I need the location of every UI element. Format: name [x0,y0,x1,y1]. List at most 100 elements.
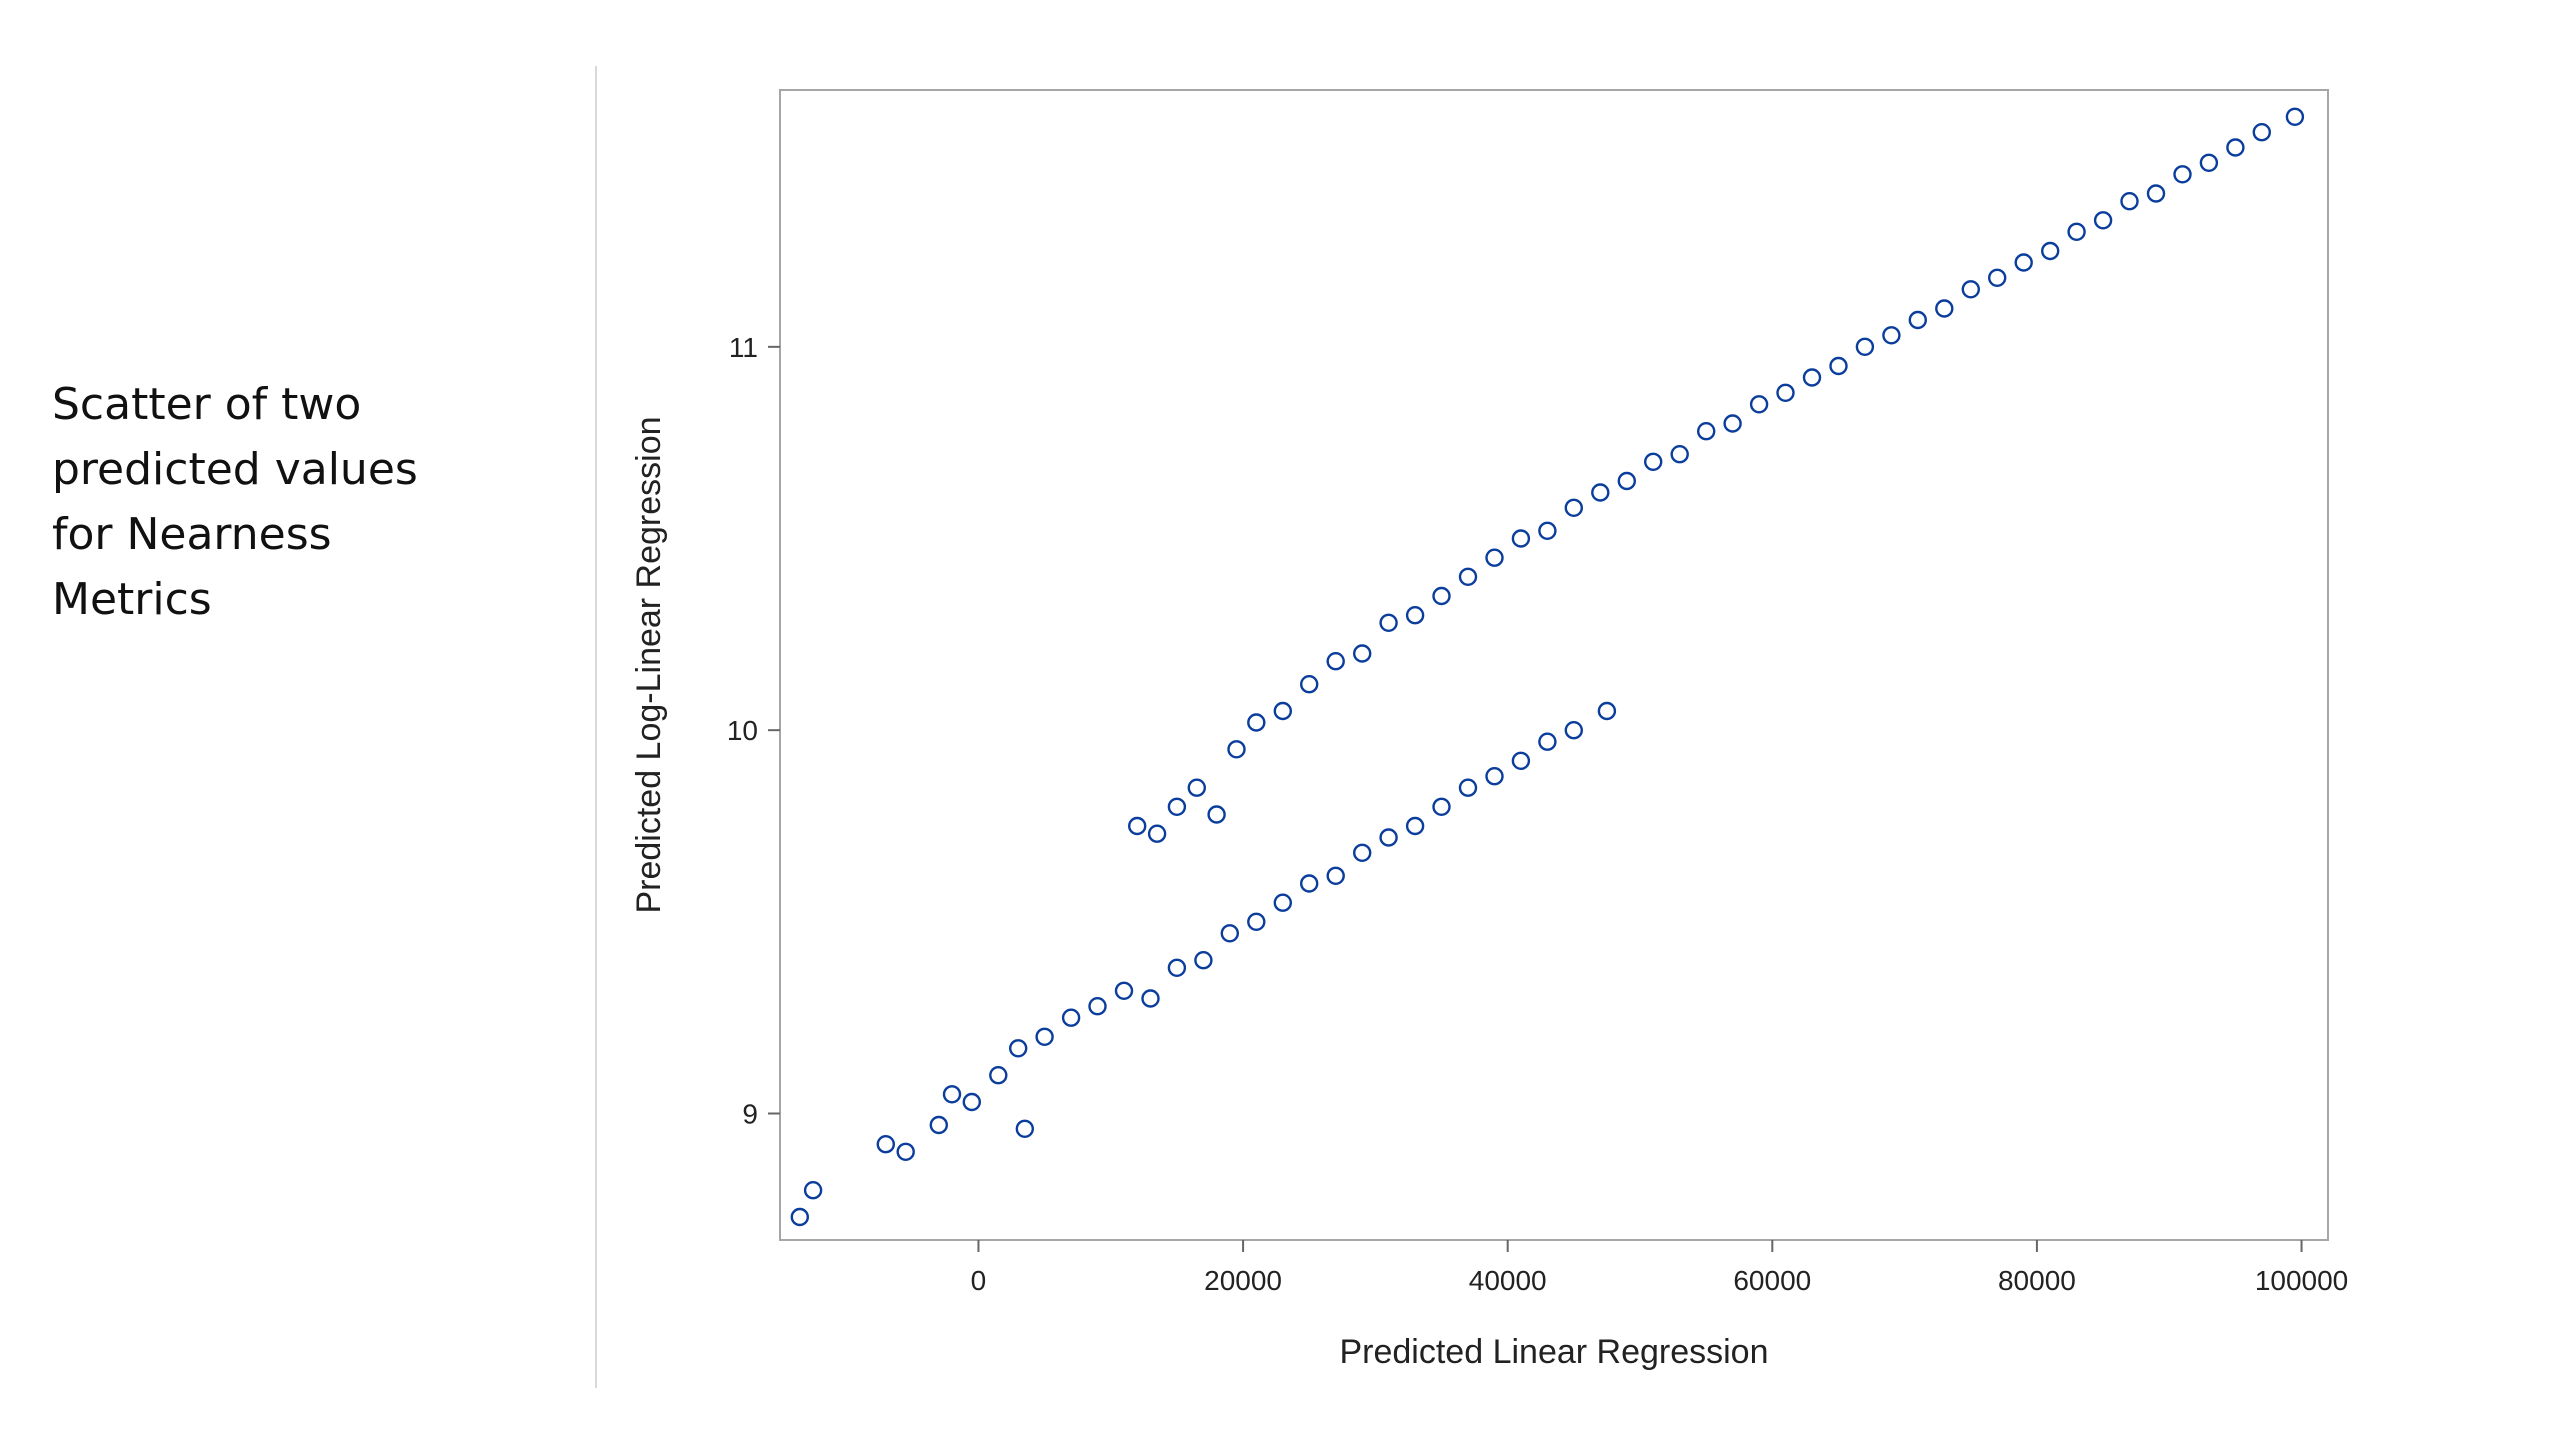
caption-line-3: for Nearness [52,509,332,560]
scatter-point-upper [2093,211,2113,230]
scatter-point-upper [1670,445,1689,464]
vertical-divider [595,66,597,1388]
scatter-point-upper [1352,644,1372,663]
scatter-point-lower [1432,797,1451,816]
scatter-point-upper [1167,797,1187,816]
y-axis-label: Predicted Log-Linear Regression [630,416,668,913]
scatter-point-lower [1597,701,1617,721]
y-tick-label: 11 [729,332,758,363]
scatter-point-upper [1127,816,1147,836]
scatter-point-upper [2014,253,2033,272]
scatter-point-lower [962,1092,981,1112]
scatter-point-lower [1405,816,1425,836]
scatter-point-upper [2226,138,2245,157]
scatter-point-lower [1273,893,1293,912]
caption-line-2: predicted values [52,444,418,495]
plot-frame [779,89,2329,1241]
caption-line-4: Metrics [52,574,212,625]
scatter-points [790,107,2305,1227]
scatter-point-lower [1114,981,1134,1000]
scatter-point-upper [1379,613,1398,632]
scatter-point-upper [1961,280,1981,299]
x-axis-label: Predicted Linear Regression [1339,1333,1768,1371]
scatter-point-upper [1187,778,1207,797]
scatter-point-upper [1485,548,1504,567]
y-tick-label: 9 [742,1099,758,1130]
scatter-point-upper [1207,805,1226,824]
scatter-point-upper [1829,356,1848,376]
scatter-point-lower [1061,1008,1081,1027]
scatter-point-upper [1326,652,1345,671]
scatter-point-upper [1696,422,1716,441]
scatter-point-upper [2252,122,2272,142]
scatter-point-lower [1194,951,1213,970]
scatter-point-lower [1538,732,1557,751]
x-tick-label: 40000 [1469,1265,1547,1296]
scatter-point-upper [1855,337,1875,356]
scatter-point-upper [1247,713,1266,732]
x-axis: 0 20000 40000 60000 80000 100000 [971,1240,2348,1296]
scatter-point-lower [1511,751,1531,770]
scatter-point-lower [1167,958,1187,977]
x-tick-label: 60000 [1733,1265,1811,1296]
scatter-point-upper [1935,299,1954,318]
x-tick-label: 0 [971,1265,987,1296]
scatter-point-lower [790,1207,809,1227]
scatter-point-lower [942,1085,962,1104]
scatter-point-upper [1591,483,1610,502]
scatter-point-upper [2173,165,2192,184]
x-tick-label: 80000 [1998,1265,2076,1296]
scatter-point-upper [1147,824,1167,843]
scatter-point-lower [1379,828,1398,847]
y-axis: 9 10 11 [727,332,780,1130]
scatter-point-upper [1882,326,1901,345]
scatter-point-upper [1538,521,1557,540]
scatter-point-upper [1564,498,1584,517]
scatter-point-lower [1247,912,1266,931]
x-tick-label: 20000 [1204,1265,1282,1296]
scatter-point-lower [1326,866,1345,885]
scatter-point-lower [1564,721,1584,740]
scatter-point-upper [1987,268,2007,287]
scatter-point-upper [1511,529,1531,548]
scatter-point-upper [2120,191,2139,211]
scatter-point-upper [1458,567,1478,586]
scatter-point-upper [2040,241,2060,261]
scatter-point-upper [2199,153,2219,173]
x-tick-label: 100000 [2255,1265,2348,1296]
scatter-point-lower [1015,1119,1035,1139]
slide-caption: Scatter of two predicted values for Near… [52,372,472,632]
scatter-point-lower [1352,843,1372,862]
scatter-point-lower [1299,874,1319,893]
scatter-point-upper [1299,675,1319,694]
scatter-point-lower [929,1115,948,1135]
caption-line-1: Scatter of two [52,379,362,430]
scatter-point-lower [1458,778,1478,797]
scatter-point-upper [2285,107,2305,127]
scatter-point-lower [1009,1039,1028,1058]
scatter-point-upper [1908,310,1928,330]
scatter-point-upper [1776,383,1795,402]
scatter-point-lower [1035,1027,1054,1047]
scatter-point-lower [1485,767,1504,786]
scatter-point-upper [1643,452,1663,471]
scatter-point-upper [1405,606,1425,625]
scatter-point-upper [2067,222,2086,242]
scatter-point-upper [1227,740,1246,759]
scatter-point-upper [1802,368,1822,387]
scatter-point-upper [1617,471,1637,491]
scatter-point-lower [896,1142,915,1162]
y-tick-label: 10 [727,715,758,746]
scatter-point-upper [1273,701,1293,721]
scatter-point-lower [876,1134,895,1154]
scatter-point-lower [989,1065,1008,1085]
scatter-point-lower [1220,924,1240,943]
scatter-point-upper [2146,184,2166,203]
scatter-point-upper [1723,414,1742,433]
scatter-point-lower [803,1180,823,1200]
scatter-point-upper [1432,586,1451,606]
scatter-point-upper [1749,395,1769,414]
scatter-point-lower [1141,989,1160,1008]
scatter-point-lower [1088,997,1107,1016]
